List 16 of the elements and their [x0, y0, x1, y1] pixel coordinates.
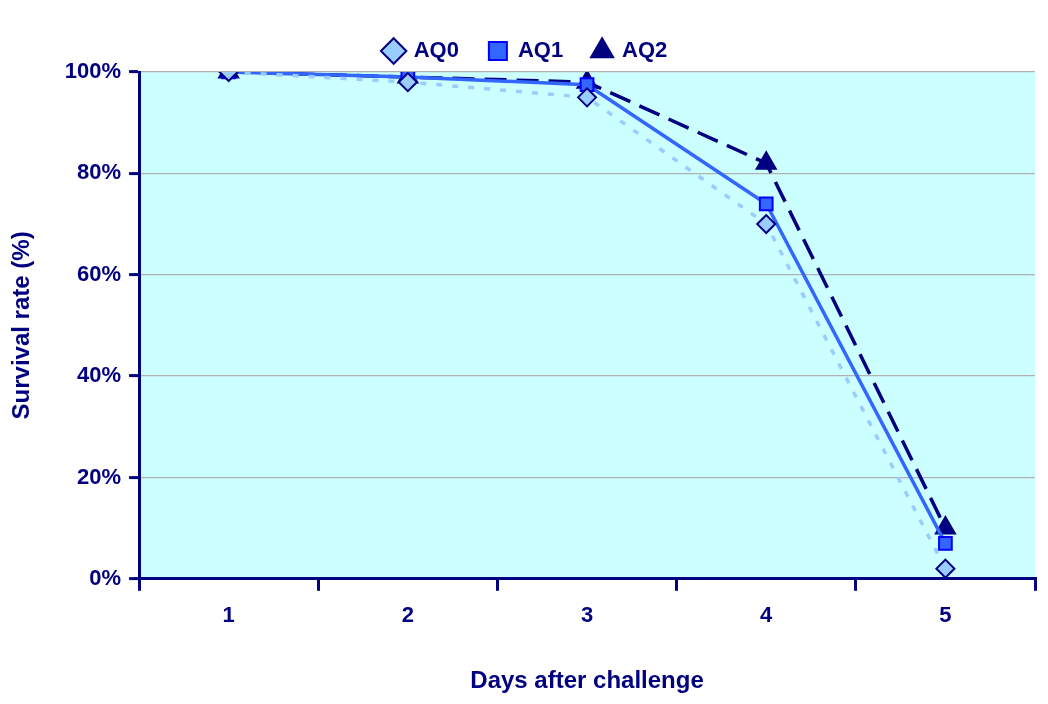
legend-label: AQ0 [413, 37, 459, 63]
y-tick-label: 0% [89, 564, 122, 590]
y-tick-label: 80% [77, 159, 122, 185]
y-tick-label: 40% [77, 362, 122, 388]
y-tick-label: 100% [64, 58, 122, 84]
y-tick-label: 20% [77, 463, 122, 489]
y-tick-label: 60% [77, 260, 122, 286]
x-tick-label: 4 [760, 602, 774, 628]
x-tick-label: 3 [580, 602, 594, 628]
legend-label: AQ2 [622, 37, 668, 63]
x-tick-label: 1 [222, 602, 235, 628]
x-tick-label: 2 [401, 602, 414, 628]
legend-label: AQ1 [517, 37, 564, 63]
y-axis-title: Survival rate (%) [7, 231, 35, 420]
x-axis-title: Days after challenge [470, 666, 704, 694]
x-tick-label: 5 [939, 602, 952, 628]
